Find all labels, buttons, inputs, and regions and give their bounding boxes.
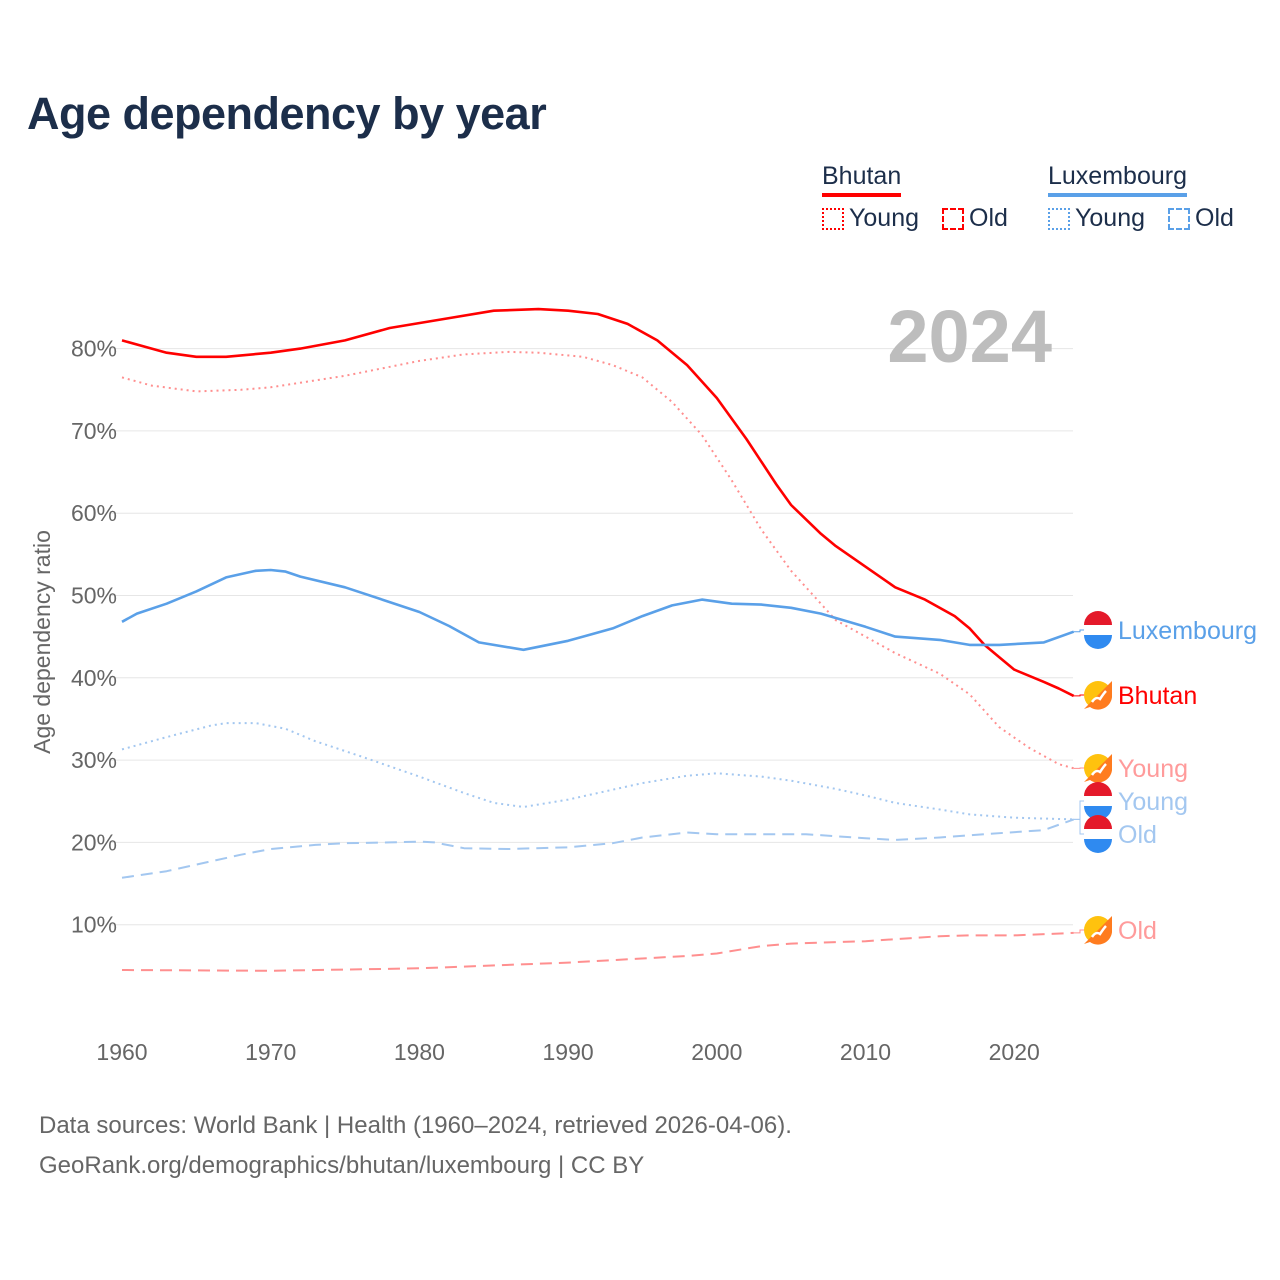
legend-label: Young <box>1075 204 1145 232</box>
year-annotation: 2024 <box>887 295 1052 378</box>
label-connector <box>1073 694 1086 697</box>
bhutan-flag-dragon-icon <box>1090 763 1107 776</box>
y-tick-label: 20% <box>71 829 117 855</box>
line-chart: 10% 20% 30% 40% 50% 60% 70% 80% 1960 1970 1980 1990… <box>29 295 1257 1065</box>
bhutan-flag-dragon-icon <box>1090 925 1107 938</box>
luxembourg-flag-red-stripe <box>1084 782 1112 796</box>
legend-luxembourg[interactable]: Luxembourg <box>1048 162 1187 197</box>
series-line-luxembourg-old <box>121 818 1075 879</box>
x-tick-label: 2010 <box>840 1039 891 1065</box>
legend-bhutan[interactable]: Bhutan <box>822 162 902 197</box>
bhutan-flag-icon <box>1084 754 1112 783</box>
x-tick-label: 1970 <box>245 1039 296 1065</box>
legend-label: Old <box>969 204 1008 232</box>
series-line-bhutan-young <box>121 350 1074 770</box>
y-tick-label: 80% <box>71 336 117 362</box>
y-tick-label: 60% <box>71 500 117 526</box>
end-label: Young <box>1118 755 1188 783</box>
x-tick-label: 1990 <box>543 1039 594 1065</box>
label-connector <box>1073 629 1086 633</box>
x-tick-label: 2020 <box>989 1039 1040 1065</box>
y-tick-label: 10% <box>71 912 117 938</box>
luxembourg-flag-blue-stripe <box>1084 635 1112 649</box>
end-label: Luxembourg <box>1118 617 1257 645</box>
label-connector <box>1073 929 1086 934</box>
y-tick-label: 50% <box>71 583 117 609</box>
dashed-line-swatch-icon <box>1168 207 1190 230</box>
x-tick-label: 2000 <box>691 1039 742 1065</box>
legend-bhutan-old[interactable]: Old <box>942 204 1008 233</box>
end-label: Young <box>1118 788 1188 816</box>
series-line-bhutan-old <box>121 931 1074 972</box>
chart-title: Age dependency by year <box>27 88 547 139</box>
x-tick-label: 1980 <box>394 1039 445 1065</box>
bhutan-flag-icon <box>1084 916 1112 945</box>
source-link[interactable]: GeoRank.org/demographics/bhutan/luxembou… <box>39 1152 645 1179</box>
bhutan-flag-dragon-icon <box>1090 690 1107 703</box>
series-line-luxembourg-young <box>121 722 1074 821</box>
legend-bhutan-young[interactable]: Young <box>822 204 919 233</box>
dashed-line-swatch-icon <box>942 207 964 230</box>
label-connector <box>1073 800 1086 820</box>
y-tick-label: 40% <box>71 665 117 691</box>
x-tick-label: 1960 <box>96 1039 147 1065</box>
end-label: Bhutan <box>1118 682 1197 710</box>
dotted-line-swatch-icon <box>1048 207 1070 230</box>
luxembourg-flag-blue-stripe <box>1084 806 1112 820</box>
bhutan-flag-icon <box>1084 681 1112 710</box>
label-connector <box>1073 818 1086 835</box>
footer: Data sources: World Bank | Health (1960–… <box>39 1106 792 1186</box>
end-label: Old <box>1118 821 1157 849</box>
luxembourg-flag-red-stripe <box>1084 611 1112 625</box>
end-label: Old <box>1118 917 1157 945</box>
series-line-bhutan <box>121 307 1075 698</box>
legend-luxembourg-old[interactable]: Old <box>1168 204 1234 233</box>
luxembourg-flag-red-stripe <box>1084 815 1112 829</box>
dotted-line-swatch-icon <box>822 207 844 230</box>
data-source-note: Data sources: World Bank | Health (1960–… <box>39 1112 792 1139</box>
legend-luxembourg-young[interactable]: Young <box>1048 204 1145 233</box>
luxembourg-flag-blue-stripe <box>1084 839 1112 853</box>
legend-label: Old <box>1195 204 1234 232</box>
series-line-luxembourg <box>121 568 1075 652</box>
legend-label: Young <box>849 204 919 232</box>
y-tick-label: 30% <box>71 747 117 773</box>
y-tick-label: 70% <box>71 418 117 444</box>
y-axis-label: Age dependency ratio <box>29 530 55 754</box>
